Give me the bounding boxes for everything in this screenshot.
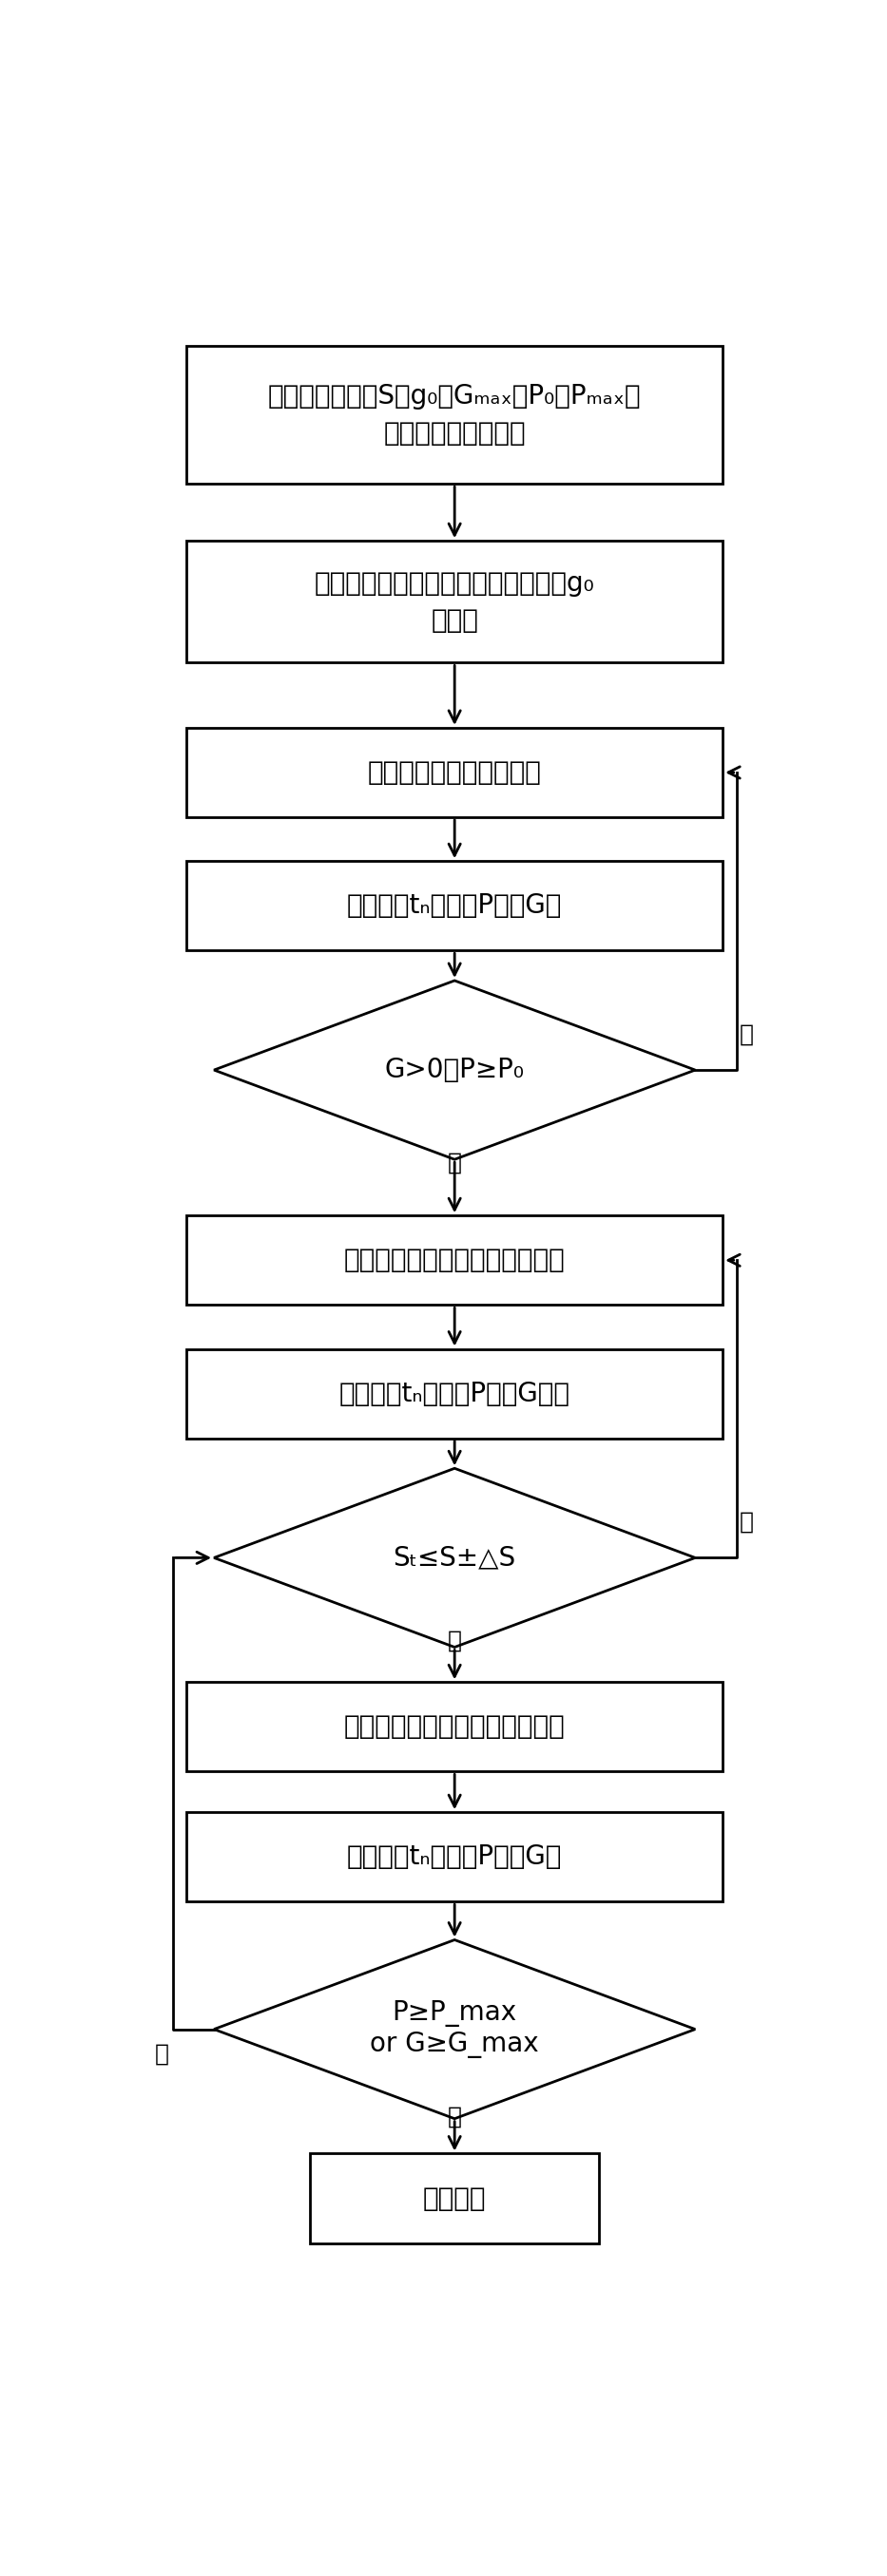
Text: 是: 是 [447,1628,462,1651]
Text: 间隔时间tₙ，采集P値，G値: 间隔时间tₙ，采集P値，G値 [347,1844,562,1870]
Text: Sₜ≤S±△S: Sₜ≤S±△S [393,1546,516,1571]
Text: 否: 否 [155,2043,169,2066]
Bar [186,729,723,817]
Text: 增大加热功率，启动进料泵进料: 增大加热功率，启动进料泵进料 [344,1713,565,1741]
Text: 设备启动，进料单元向压力釜内注入g₀
的进料: 设备启动，进料单元向压力釜内注入g₀ 的进料 [315,569,594,634]
Bar [186,541,723,662]
Text: 否: 否 [740,1510,754,1533]
Text: 降低加热功率，启动进料泵进料: 降低加热功率，启动进料泵进料 [344,1247,565,1273]
Text: 结束试验: 结束试验 [423,2184,486,2213]
Polygon shape [214,1940,695,2117]
Polygon shape [214,981,695,1159]
Bar [186,1682,723,1772]
Text: 间隔时间tₙ，采集P値，G値: 间隔时间tₙ，采集P値，G値 [347,891,562,920]
Bar [186,1350,723,1437]
Bar [310,2154,599,2244]
Text: 以推荐加热功率开启加热: 以推荐加热功率开启加热 [367,760,542,786]
Bar [186,1811,723,1901]
Text: G>0；P≥P₀: G>0；P≥P₀ [385,1056,524,1084]
Text: 间隔时间tₙ，采集P値，G値，: 间隔时间tₙ，采集P値，G値， [339,1381,570,1406]
Text: 是: 是 [447,1151,462,1175]
Text: 设置初始参数：S、g₀、Gₘₐₓ、P₀、Pₘₐₓ，
将出料电子天平清零: 设置初始参数：S、g₀、Gₘₐₓ、P₀、Pₘₐₓ， 将出料电子天平清零 [268,384,641,446]
Text: 否: 否 [740,1023,754,1046]
Text: 是: 是 [447,2105,462,2128]
Polygon shape [214,1468,695,1646]
Bar [186,860,723,951]
Bar [186,345,723,484]
Text: P≥P_max
or G≥G_max: P≥P_max or G≥G_max [370,1999,539,2058]
Bar [186,1216,723,1306]
